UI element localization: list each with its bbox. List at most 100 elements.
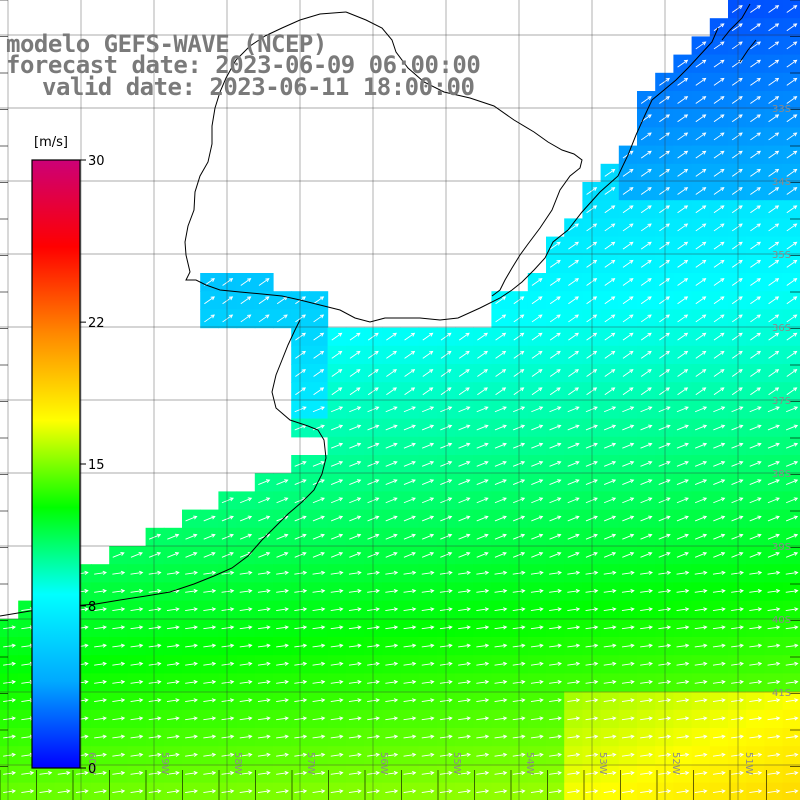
coastline-segment [184,27,719,323]
wind-arrowhead [321,661,326,666]
wind-arrow [130,626,143,630]
wind-arrowhead [720,461,726,465]
wind-arrowhead [321,789,326,794]
wind-arrowhead [375,461,380,465]
wind-arrow [3,735,16,739]
wind-arrowhead [666,771,672,776]
wind-arrowhead [102,680,107,685]
wind-arrow [750,296,761,305]
wind-arrowhead [430,698,435,703]
wind-arrow [640,461,652,467]
wind-arrow [659,369,670,377]
wind-arrowhead [520,552,526,556]
wind-arrow [694,754,707,757]
wind-arrowhead [538,461,544,465]
wind-arrowhead [611,332,616,337]
wind-arrow [495,314,506,323]
colorbar-tick-label: 15 [88,458,105,473]
wind-arrowhead [647,187,652,191]
wind-arrowhead [339,589,344,594]
wind-arrow [313,369,324,377]
wind-arrow [385,461,398,467]
wind-arrowhead [429,406,435,411]
wind-arrowhead [503,752,508,757]
wind-arrowhead [665,332,670,337]
wind-arrow [785,699,798,702]
wind-arrowhead [721,589,726,594]
wind-arrowhead [11,698,16,703]
wind-arrow [312,754,325,757]
wind-arrow [749,699,762,702]
wind-arrowhead [612,734,617,739]
wind-arrowhead [412,716,417,721]
wind-arrowhead [683,278,689,282]
wind-arrowhead [629,150,634,155]
wind-arrowhead [592,369,598,373]
wind-arrowhead [211,533,216,538]
wind-arrowhead [503,589,508,594]
wind-arrow [477,332,488,341]
wind-arrow [749,572,762,575]
wind-arrowhead [466,716,471,721]
wind-arrowhead [592,350,598,355]
wind-arrow [148,717,161,721]
wind-arrowhead [230,680,235,685]
wind-arrowhead [139,570,144,575]
wind-arrowhead [448,734,453,739]
wind-arrowhead [412,589,417,594]
wind-arrowhead [447,515,453,520]
wind-arrow [549,260,561,268]
wind-arrow [621,608,634,611]
wind-arrow [603,699,616,702]
wind-arrow [495,387,506,396]
wind-arrow [750,260,761,268]
wind-arrow [476,663,489,666]
wind-arrow [166,572,179,575]
wind-arrow [567,681,580,684]
wind-arrowhead [247,515,253,520]
wind-arrow [276,772,289,775]
wind-arrowhead [702,350,707,355]
wind-arrow [785,479,798,485]
wind-arrow [731,497,743,504]
wind-arrowhead [793,41,798,46]
wind-arrowhead [793,332,798,337]
wind-arrow [640,735,653,739]
wind-arrowhead [720,278,725,282]
wind-arrow [458,369,470,377]
wind-arrow [749,534,762,540]
wind-arrowhead [465,350,470,355]
wind-arrowhead [102,661,107,666]
wind-arrowhead [666,680,672,685]
wind-arrow [659,314,670,323]
wind-arrow [130,735,143,739]
wind-arrow [567,516,580,522]
wind-arrowhead [793,96,798,100]
wind-arrow [768,169,779,177]
wind-arrowhead [629,552,635,556]
wind-arrowhead [484,752,490,757]
wind-arrow [458,681,471,684]
wind-arrowhead [84,771,89,776]
wind-arrow [694,590,707,593]
wind-arrow [330,717,343,721]
wind-arrow [531,497,543,504]
wind-arrow [749,497,762,504]
wind-arrow [421,516,434,522]
wind-arrowhead [265,296,270,301]
wind-arrowhead [594,698,599,703]
wind-arrow [585,626,598,630]
wind-arrowhead [139,771,144,776]
wind-arrowhead [629,314,634,319]
wind-arrow [130,552,143,558]
wind-arrowhead [630,734,635,739]
wind-arrowhead [11,734,16,739]
wind-arrow [676,552,689,558]
wind-arrowhead [775,442,780,447]
wind-arrowhead [611,387,616,392]
wind-arrowhead [338,461,344,465]
wind-arrow [312,572,325,575]
wind-arrow [604,314,615,323]
wind-arrowhead [411,424,416,429]
wind-arrowhead [230,570,235,575]
